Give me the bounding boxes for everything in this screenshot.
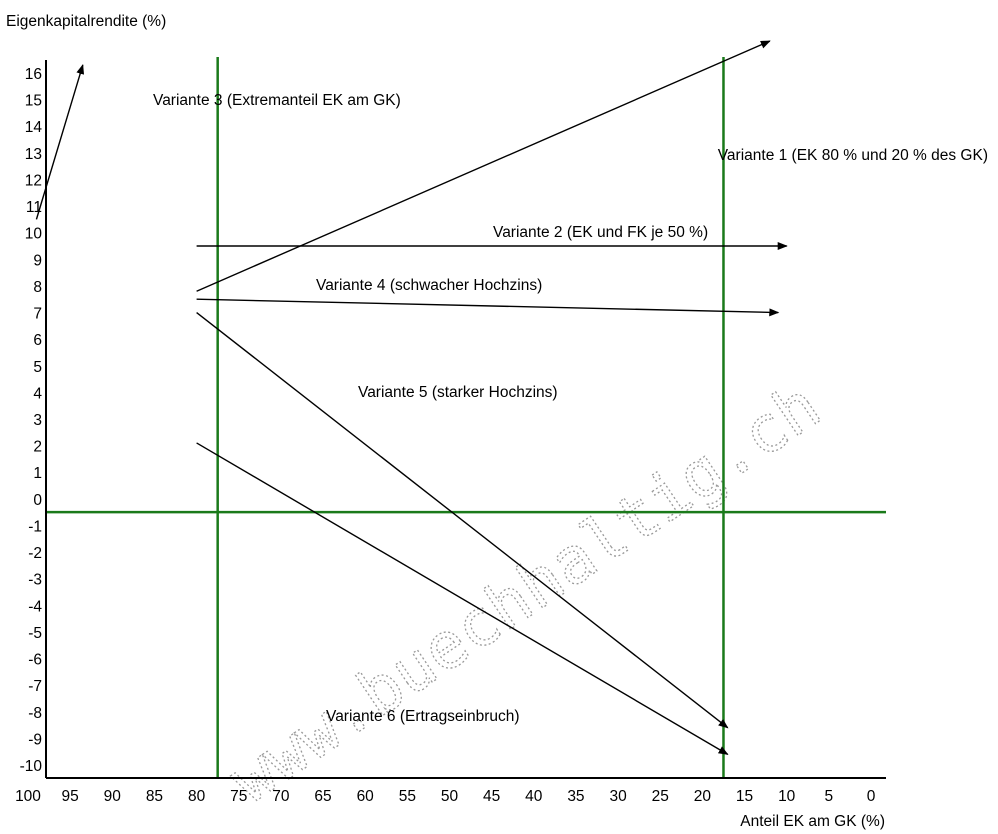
x-tick-label: 40: [525, 788, 543, 805]
x-tick-label: 85: [146, 788, 163, 805]
x-tick-label: 20: [694, 788, 712, 805]
y-tick-labels: 161514131211109876543210-1-2-3-4-5-6-7-8…: [20, 66, 43, 775]
y-tick-label: 1: [33, 465, 42, 482]
y-tick-label: 15: [25, 93, 42, 110]
x-tick-label: 90: [104, 788, 122, 805]
y-tick-label: -5: [28, 625, 42, 642]
series-label-variante-1: Variante 1 (EK 80 % und 20 % des GK): [718, 147, 988, 164]
axes: [45, 60, 886, 779]
x-tick-label: 35: [567, 788, 584, 805]
x-tick-label: 95: [62, 788, 79, 805]
x-tick-label: 100: [15, 788, 41, 805]
y-tick-label: 8: [33, 279, 42, 296]
reference-lines: [46, 57, 886, 778]
series-label-variante-6: Variante 6 (Ertragseinbruch): [326, 708, 520, 725]
y-axis-title: Eigenkapitalrendite (%): [6, 13, 166, 30]
y-tick-label: -3: [28, 572, 42, 589]
y-tick-label: 3: [33, 412, 42, 429]
y-tick-label: 12: [25, 172, 42, 189]
series-label-variante-2: Variante 2 (EK und FK je 50 %): [493, 224, 708, 241]
x-tick-label: 45: [483, 788, 500, 805]
y-tick-label: -10: [20, 758, 43, 775]
series-arrow-variante-4: [196, 298, 780, 317]
y-tick-label: 0: [33, 492, 42, 509]
y-tick-label: -9: [28, 731, 42, 748]
x-tick-label: 50: [441, 788, 459, 805]
y-tick-label: 4: [33, 385, 42, 402]
series-label-variante-5: Variante 5 (starker Hochzins): [358, 384, 558, 401]
x-tick-label: 5: [825, 788, 834, 805]
series-label-variante-3: Variante 3 (Extremanteil EK am GK): [153, 92, 401, 109]
y-tick-label: 9: [33, 252, 42, 269]
x-tick-label: 55: [399, 788, 416, 805]
y-tick-label: -2: [28, 545, 42, 562]
series-lines: [35, 40, 788, 755]
series-arrow-variante-6: [196, 442, 729, 755]
y-tick-label: 10: [25, 226, 43, 243]
y-tick-label: -1: [28, 518, 42, 535]
y-tick-label: 6: [33, 332, 42, 349]
x-tick-label: 60: [357, 788, 375, 805]
y-tick-label: 7: [33, 306, 42, 323]
x-tick-label: 80: [188, 788, 206, 805]
series-label-variante-4: Variante 4 (schwacher Hochzins): [316, 277, 542, 294]
x-axis-title: Anteil EK am GK (%): [740, 813, 885, 830]
x-tick-label: 65: [314, 788, 331, 805]
y-tick-label: -4: [28, 598, 42, 615]
y-tick-label: -6: [28, 652, 42, 669]
y-tick-label: 2: [33, 439, 42, 456]
x-tick-label: 15: [736, 788, 753, 805]
series-arrow-variante-3: [35, 64, 85, 220]
y-tick-label: 5: [33, 359, 42, 376]
y-tick-label: -8: [28, 705, 42, 722]
x-tick-label: 0: [867, 788, 876, 805]
x-tick-label: 25: [652, 788, 669, 805]
y-tick-label: 14: [25, 119, 43, 136]
x-tick-labels: 100 95 90 85 80 75 70 65 60 55 50 45 40 35 30 25 20 15 10 5…: [15, 788, 876, 805]
x-tick-label: 70: [272, 788, 290, 805]
y-tick-label: 16: [25, 66, 42, 83]
series-arrow-variante-5: [196, 311, 729, 729]
y-tick-label: -7: [28, 678, 42, 695]
watermark: www.buechhaltig.ch: [217, 368, 835, 818]
y-tick-label: 13: [25, 146, 42, 163]
series-arrow-variante-1: [196, 40, 771, 292]
x-tick-label: 30: [609, 788, 627, 805]
watermark-text: www.buechhaltig.ch: [218, 369, 834, 818]
x-tick-label: 75: [230, 788, 247, 805]
x-tick-label: 10: [778, 788, 796, 805]
